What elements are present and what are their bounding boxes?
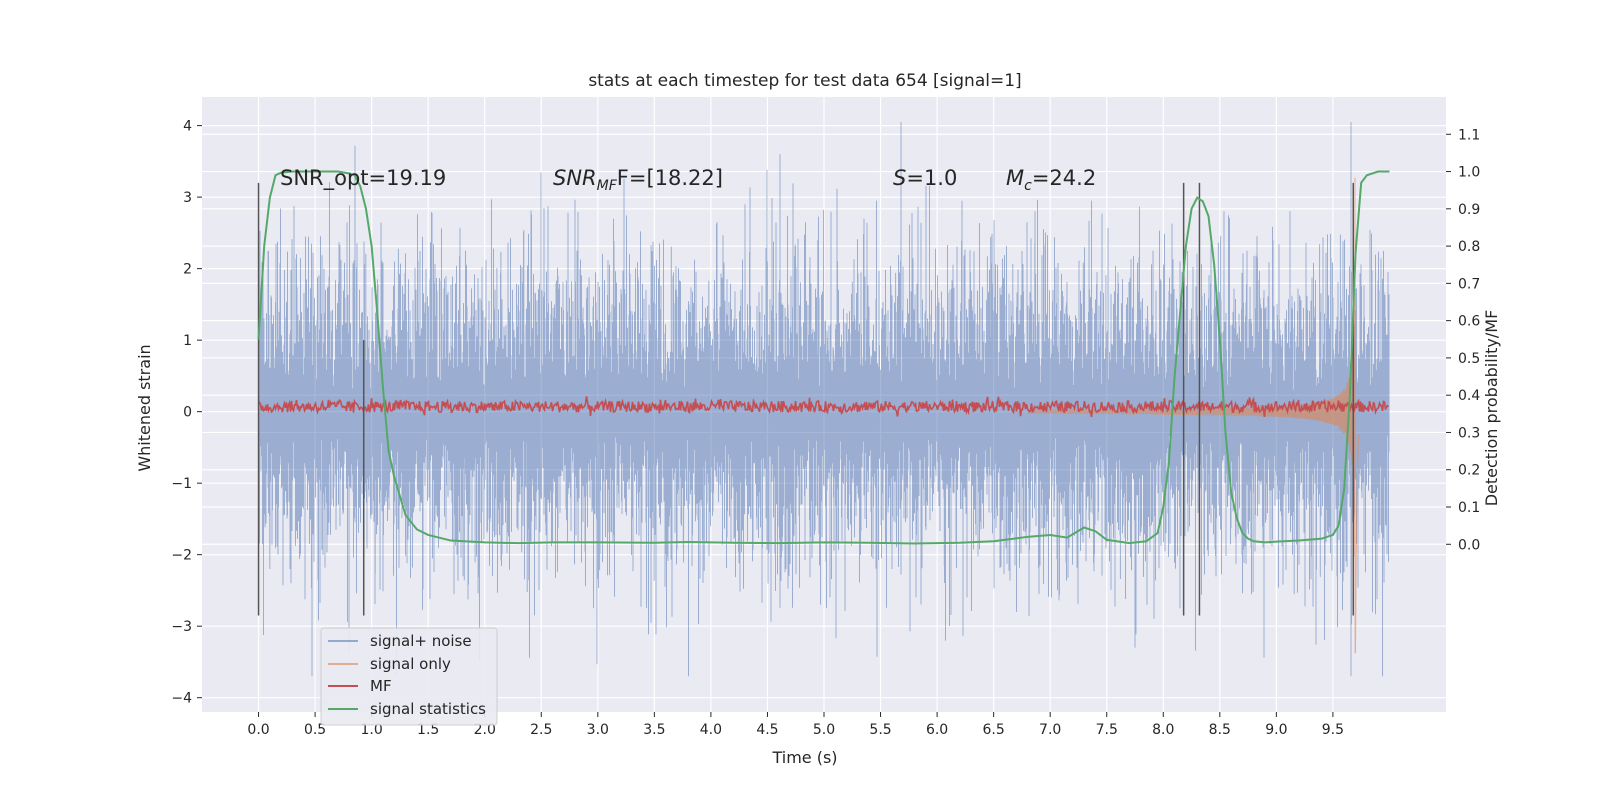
- annotation-snr-mf: SNRMFF=[18.22]: [553, 166, 723, 194]
- x-tick-label: 5.0: [813, 722, 835, 738]
- snr-mf-main: SNR: [553, 166, 597, 190]
- y2-tick-label: 0.4: [1458, 388, 1480, 404]
- y-tick-label: −2: [171, 548, 192, 564]
- y2-tick-label: 1.0: [1458, 165, 1480, 181]
- x-tick-label: 5.5: [869, 722, 891, 738]
- y2-tick-label: 0.5: [1458, 351, 1480, 367]
- mc-rest: =24.2: [1032, 166, 1096, 190]
- x-tick-label: 0.0: [247, 722, 269, 738]
- legend-label-signal-statistics: signal statistics: [370, 700, 486, 718]
- annotation-mc: Mc=24.2: [1006, 166, 1096, 194]
- legend: signal+ noise signal only MF signal stat…: [320, 627, 498, 726]
- y2-tick-label: 0.3: [1458, 425, 1480, 441]
- vertical-markers: [257, 182, 1355, 616]
- y-tick-label: 4: [183, 119, 192, 135]
- y2-axis-ticks: 0.0 0.1 0.2 0.3 0.4 0.5 0.6 0.7 0.8 0.9 1.0 1.1: [1446, 127, 1480, 553]
- x-tick-label: 2.0: [474, 722, 496, 738]
- y-tick-label: −1: [171, 476, 192, 492]
- x-tick-label: 7.0: [1039, 722, 1061, 738]
- signal-only-series: [1027, 177, 1360, 654]
- y-tick-label: 3: [183, 190, 192, 206]
- x-tick-label: 1.0: [361, 722, 383, 738]
- s-main: S: [893, 166, 906, 190]
- snr-mf-rest: F=[18.22]: [617, 166, 723, 190]
- legend-label-mf: MF: [370, 677, 392, 695]
- y2-tick-label: 0.2: [1458, 463, 1480, 479]
- mc-main: M: [1006, 166, 1024, 190]
- x-tick-label: 3.0: [587, 722, 609, 738]
- y-tick-label: 2: [183, 262, 192, 278]
- x-axis-ticks: 0.0 0.5 1.0 1.5 2.0 2.5 3.0 3.5 4.0 4.5 5.0 5.5 6.0 6…: [247, 712, 1344, 738]
- legend-frame: [320, 627, 498, 726]
- x-tick-label: 4.0: [700, 722, 722, 738]
- x-tick-label: 0.5: [304, 722, 326, 738]
- annotation-s: S=1.0: [893, 166, 957, 190]
- y2-tick-label: 1.1: [1458, 127, 1480, 143]
- x-tick-label: 7.5: [1096, 722, 1118, 738]
- x-tick-label: 8.0: [1152, 722, 1174, 738]
- legend-label-signal-noise: signal+ noise: [370, 632, 472, 650]
- signal-only-trace: [1027, 177, 1360, 654]
- x-tick-label: 9.0: [1265, 722, 1287, 738]
- s-rest: =1.0: [906, 166, 957, 190]
- y2-tick-label: 0.6: [1458, 314, 1480, 330]
- x-tick-label: 3.5: [643, 722, 665, 738]
- x-tick-label: 1.5: [417, 722, 439, 738]
- y2-tick-label: 0.1: [1458, 500, 1480, 516]
- y2-axis-label: Detection probability/MF: [1482, 310, 1501, 507]
- y-axis-label: Whitened strain: [135, 344, 154, 471]
- x-axis-label: Time (s): [771, 748, 837, 767]
- x-tick-label: 8.5: [1209, 722, 1231, 738]
- x-tick-label: 4.5: [756, 722, 778, 738]
- y-axis-ticks: −4 −3 −2 −1 0 1 2 3 4: [171, 119, 202, 707]
- signal-statistics-series: [257, 170, 1390, 545]
- x-tick-label: 6.5: [983, 722, 1005, 738]
- y2-tick-label: 0.9: [1458, 202, 1480, 218]
- mc-sub: c: [1024, 178, 1032, 194]
- y-tick-label: 1: [183, 333, 192, 349]
- y-tick-label: −3: [171, 619, 192, 635]
- snr-mf-sub: MF: [597, 178, 618, 194]
- annotation-snr-opt: SNR_opt=19.19: [280, 166, 446, 191]
- chart-title: stats at each timestep for test data 654…: [588, 71, 1021, 91]
- y2-tick-label: 0.8: [1458, 239, 1480, 255]
- y2-tick-label: 0.0: [1458, 537, 1480, 553]
- legend-label-signal-only: signal only: [370, 655, 451, 673]
- legend-item-signal-statistics: signal statistics: [328, 700, 486, 718]
- y2-tick-label: 0.7: [1458, 276, 1480, 292]
- y-tick-label: −4: [171, 691, 192, 707]
- x-tick-label: 9.5: [1322, 722, 1344, 738]
- y-tick-label: 0: [183, 405, 192, 421]
- legend-item-signal-only: signal only: [328, 655, 451, 673]
- x-tick-label: 6.0: [926, 722, 948, 738]
- legend-item-mf: MF: [328, 677, 392, 695]
- legend-item-signal-noise: signal+ noise: [328, 632, 472, 650]
- x-tick-label: 2.5: [530, 722, 552, 738]
